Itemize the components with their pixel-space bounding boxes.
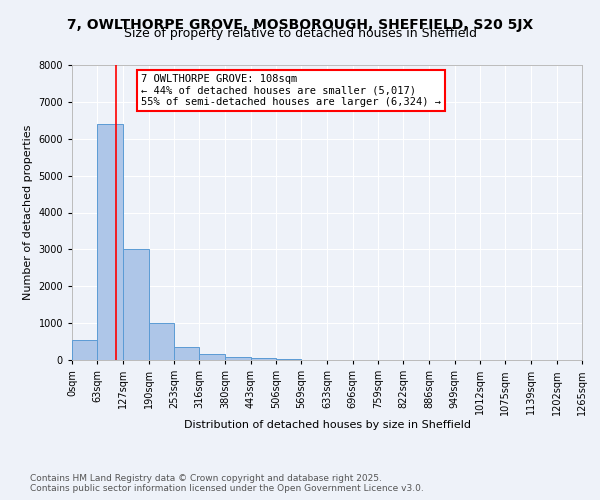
- Text: Size of property relative to detached houses in Sheffield: Size of property relative to detached ho…: [124, 28, 476, 40]
- Bar: [225, 357, 251, 360]
- X-axis label: Distribution of detached houses by size in Sheffield: Distribution of detached houses by size …: [184, 420, 470, 430]
- Bar: [174, 347, 199, 360]
- Text: Contains HM Land Registry data © Crown copyright and database right 2025.: Contains HM Land Registry data © Crown c…: [30, 474, 382, 483]
- Bar: [123, 250, 149, 360]
- Bar: [251, 358, 276, 360]
- Bar: [97, 124, 123, 360]
- Text: Contains public sector information licensed under the Open Government Licence v3: Contains public sector information licen…: [30, 484, 424, 493]
- Text: 7 OWLTHORPE GROVE: 108sqm
← 44% of detached houses are smaller (5,017)
55% of se: 7 OWLTHORPE GROVE: 108sqm ← 44% of detac…: [141, 74, 441, 107]
- Text: 7, OWLTHORPE GROVE, MOSBOROUGH, SHEFFIELD, S20 5JX: 7, OWLTHORPE GROVE, MOSBOROUGH, SHEFFIEL…: [67, 18, 533, 32]
- Bar: [72, 340, 97, 360]
- Y-axis label: Number of detached properties: Number of detached properties: [23, 125, 33, 300]
- Bar: [199, 354, 225, 360]
- Bar: [149, 323, 174, 360]
